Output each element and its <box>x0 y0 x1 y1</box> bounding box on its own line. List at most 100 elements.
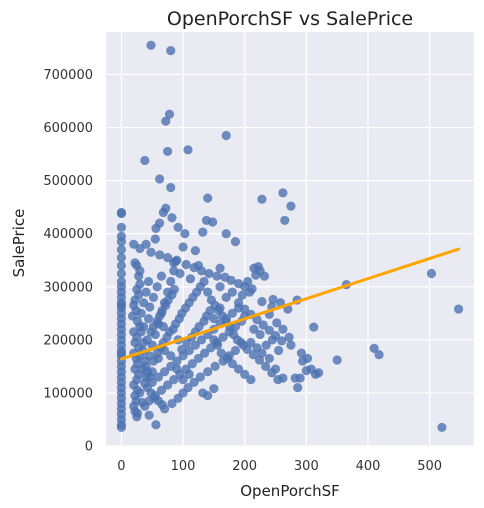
data-point <box>172 364 181 373</box>
data-point <box>186 274 195 283</box>
data-point <box>222 229 231 238</box>
data-point <box>212 272 221 281</box>
data-point <box>145 302 154 311</box>
data-point <box>203 367 212 376</box>
data-point <box>236 338 245 347</box>
data-point <box>144 314 153 323</box>
y-tick-label: 600000 <box>43 121 93 136</box>
data-point <box>243 277 252 286</box>
data-point <box>194 261 203 270</box>
plot-background <box>106 32 474 446</box>
data-point <box>257 195 266 204</box>
data-point <box>155 250 164 259</box>
data-point <box>374 350 383 359</box>
y-tick-label: 200000 <box>43 333 93 348</box>
data-point <box>293 383 302 392</box>
data-point <box>117 223 126 232</box>
data-point <box>117 423 126 432</box>
data-point <box>277 336 286 345</box>
data-point <box>274 346 283 355</box>
data-point <box>140 402 149 411</box>
y-tick-label: 300000 <box>43 280 93 295</box>
data-point <box>278 325 287 334</box>
data-point <box>151 224 160 233</box>
data-point <box>183 145 192 154</box>
y-tick-label: 0 <box>85 440 93 455</box>
data-point <box>135 388 144 397</box>
data-point <box>215 303 224 312</box>
data-point <box>154 354 163 363</box>
data-point <box>204 269 213 278</box>
data-point <box>135 244 144 253</box>
data-point <box>144 277 153 286</box>
data-point <box>211 362 220 371</box>
data-point <box>180 229 189 238</box>
data-point <box>208 217 217 226</box>
data-point <box>166 277 175 286</box>
x-tick-labels: 0 100 200 300 400 500 <box>117 459 442 474</box>
data-point <box>157 400 166 409</box>
data-point <box>117 269 126 278</box>
data-point <box>228 287 237 296</box>
data-point <box>213 341 222 350</box>
data-point <box>149 293 158 302</box>
data-point <box>302 366 311 375</box>
data-point <box>117 301 126 310</box>
data-point <box>303 354 312 363</box>
data-point <box>209 314 218 323</box>
x-tick-label: 100 <box>171 459 196 474</box>
data-point <box>273 375 282 384</box>
data-point <box>159 322 168 331</box>
data-point <box>215 264 224 273</box>
data-point <box>146 248 155 257</box>
data-point <box>169 258 178 267</box>
data-point <box>117 245 126 254</box>
data-point <box>215 282 224 291</box>
data-point <box>167 213 176 222</box>
y-tick-label: 500000 <box>43 174 93 189</box>
data-point <box>178 242 187 251</box>
data-point <box>231 237 240 246</box>
y-axis-label: SalePrice <box>10 209 28 278</box>
data-point <box>437 423 446 432</box>
data-point <box>209 384 218 393</box>
data-point <box>170 285 179 294</box>
data-point <box>141 372 150 381</box>
data-point <box>161 117 170 126</box>
x-tick-label: 300 <box>294 459 319 474</box>
data-point <box>198 388 207 397</box>
data-point <box>117 261 126 270</box>
data-point <box>256 266 265 275</box>
data-point <box>333 355 342 364</box>
data-point <box>182 260 191 269</box>
data-point <box>257 297 266 306</box>
data-point <box>166 46 175 55</box>
data-point <box>140 156 149 165</box>
x-tick-label: 200 <box>232 459 257 474</box>
data-point <box>166 183 175 192</box>
chart-title: OpenPorchSF vs SalePrice <box>167 8 413 30</box>
data-point <box>191 246 200 255</box>
data-point <box>262 341 271 350</box>
data-point <box>138 364 147 373</box>
x-tick-label: 500 <box>417 459 442 474</box>
data-point <box>137 309 146 318</box>
y-tick-label: 100000 <box>43 386 93 401</box>
data-point <box>286 341 295 350</box>
data-point <box>314 368 323 377</box>
x-tick-label: 400 <box>356 459 381 474</box>
data-point <box>185 370 194 379</box>
data-point <box>145 411 154 420</box>
data-point <box>139 338 148 347</box>
data-point <box>203 194 212 203</box>
data-point <box>117 237 126 246</box>
y-tick-label: 700000 <box>43 68 93 83</box>
data-point <box>159 208 168 217</box>
data-point <box>309 323 318 332</box>
data-point <box>151 420 160 429</box>
data-point <box>133 408 142 417</box>
data-point <box>175 269 184 278</box>
data-point <box>167 399 176 408</box>
data-point <box>174 223 183 232</box>
